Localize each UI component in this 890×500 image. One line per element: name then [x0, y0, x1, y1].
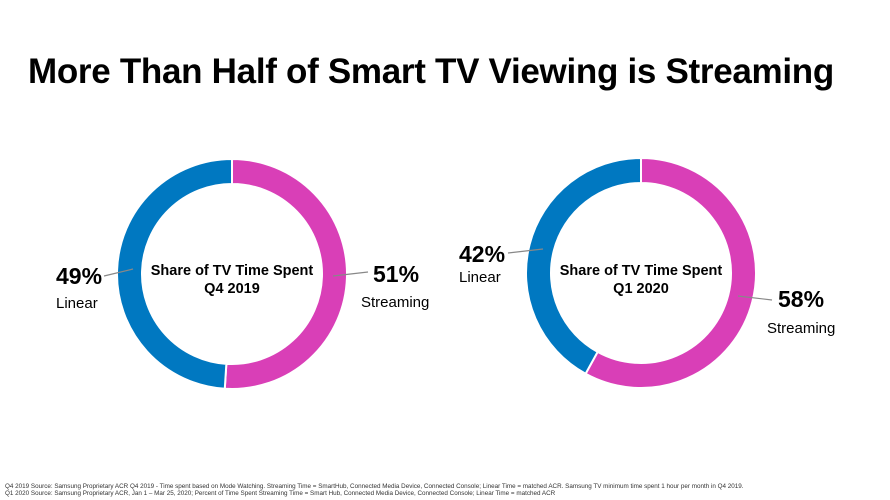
- data-label-streaming: 58%: [778, 286, 824, 312]
- category-label-linear: Linear: [56, 295, 98, 312]
- donut-chart-q4-2019: Share of TV Time Spent Q4 2019 51% Strea…: [56, 157, 429, 390]
- donut-chart-q1-2020: Share of TV Time Spent Q1 2020 58% Strea…: [459, 156, 835, 389]
- center-label-line2: Q4 2019: [204, 281, 260, 297]
- source-footnote: Q4 2019 Source: Samsung Proprietary ACR …: [5, 483, 744, 498]
- slice-streaming: [584, 156, 757, 389]
- footnote-line: Q1 2020 Source: Samsung Proprietary ACR,…: [5, 490, 556, 498]
- category-label-linear: Linear: [459, 269, 501, 286]
- page-title: More Than Half of Smart TV Viewing is St…: [28, 52, 834, 91]
- center-label-line1: Share of TV Time Spent: [151, 263, 314, 279]
- category-label-streaming: Streaming: [767, 320, 835, 337]
- data-label-streaming: 51%: [373, 261, 419, 287]
- category-label-streaming: Streaming: [361, 294, 429, 311]
- slice-linear: [116, 157, 233, 390]
- center-label-line1: Share of TV Time Spent: [560, 263, 723, 279]
- data-label-linear: 49%: [56, 263, 102, 289]
- donut-charts: Share of TV Time Spent Q4 2019 51% Strea…: [56, 156, 835, 390]
- data-label-linear: 42%: [459, 241, 505, 267]
- slice-streaming: [223, 157, 348, 390]
- leader-line-linear: [103, 268, 134, 277]
- slice-linear: [525, 156, 642, 376]
- leader-line-streaming: [737, 295, 773, 301]
- center-label-line2: Q1 2020: [613, 281, 669, 297]
- leader-line-streaming: [332, 271, 369, 277]
- footnote-line: Q4 2019 Source: Samsung Proprietary ACR …: [5, 483, 744, 490]
- leader-line-linear: [507, 248, 544, 254]
